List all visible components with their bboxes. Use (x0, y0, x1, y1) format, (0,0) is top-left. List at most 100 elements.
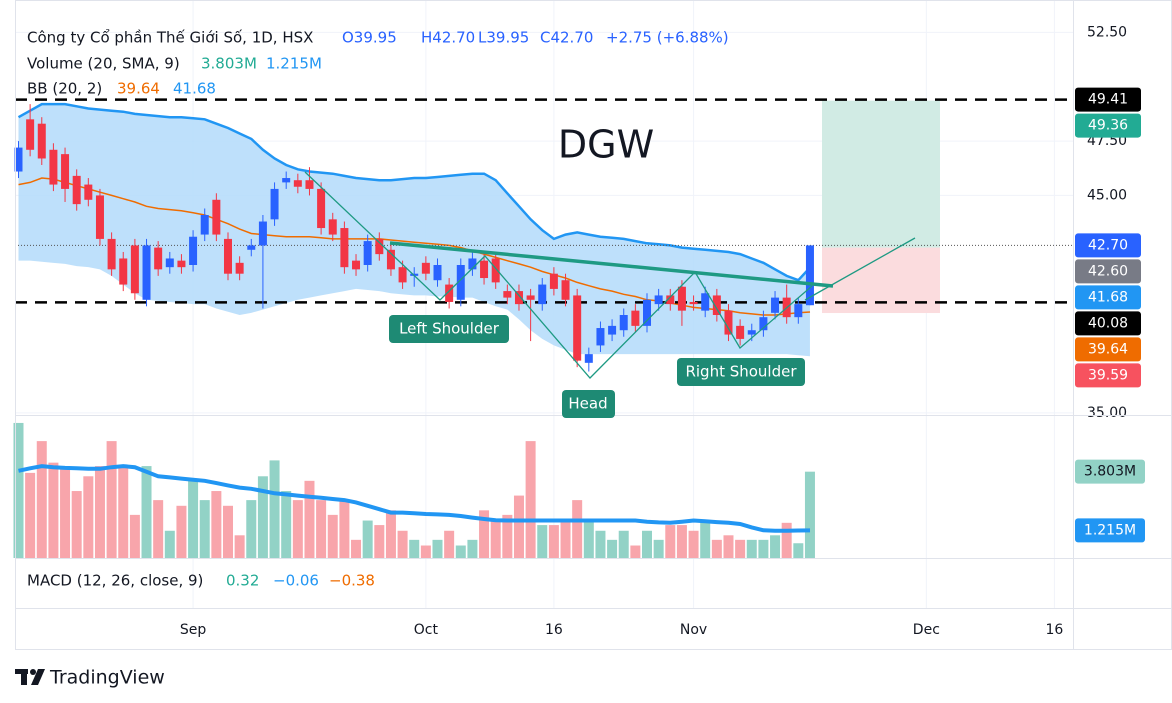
price-badge-label: 39.59 (1088, 367, 1128, 383)
volume-bar (676, 525, 687, 558)
volume-bar (688, 530, 699, 558)
candle-body (223, 238, 232, 274)
volume-bar (199, 500, 210, 558)
logo (15, 669, 45, 685)
x-tick-label: 16 (545, 622, 563, 638)
volume-bar (36, 441, 47, 558)
volume-bar (234, 535, 245, 558)
candle-body (445, 284, 454, 302)
candle-body (270, 188, 279, 220)
bb-upper (17, 102, 811, 282)
candle-body (84, 184, 93, 200)
volume-badge (1075, 459, 1145, 484)
candle-body (386, 249, 395, 270)
candle-body (72, 175, 81, 205)
candle-body (805, 245, 814, 306)
volume-bar (467, 539, 478, 558)
volume-bar (781, 522, 792, 558)
price-badge (1075, 285, 1141, 310)
volume-bar (642, 530, 653, 558)
candle-body (189, 236, 198, 265)
volume-bar (13, 422, 24, 558)
candle-body (701, 293, 710, 311)
price-badge (1075, 337, 1141, 362)
volume-bar (548, 525, 559, 558)
volume-bar (700, 520, 711, 558)
volume-bar (153, 500, 164, 558)
candle-body (142, 245, 151, 300)
candle-body (130, 245, 139, 294)
label-box (389, 315, 509, 343)
volume-bar (735, 539, 746, 558)
indicator-name: MACD (12, 26, close, 9) (27, 572, 203, 590)
candle-body (689, 301, 698, 305)
price-badge-label: 40.08 (1088, 315, 1128, 331)
volume-bar (525, 441, 536, 558)
volume-bar (420, 545, 431, 558)
y-tick-label: 52.50 (1087, 24, 1127, 40)
candle-body (619, 315, 628, 331)
candle-body (491, 258, 500, 283)
pattern-label: Right Shoulder (685, 363, 797, 381)
volume-bar (572, 500, 583, 558)
volume-bar (409, 539, 420, 558)
candle-body (456, 265, 465, 300)
candle-body (654, 295, 663, 305)
volume-bar (432, 539, 443, 558)
candle-body (26, 119, 35, 150)
candle-body (154, 247, 163, 270)
candle-body (596, 328, 605, 346)
volume-bar (770, 535, 781, 558)
candle-body (119, 258, 128, 285)
candle-body (747, 330, 756, 335)
candle-body (95, 195, 104, 239)
candle-body (759, 317, 768, 331)
pattern-lines (304, 171, 916, 379)
candle-body (514, 291, 523, 305)
candle-body (608, 325, 617, 335)
candle-body (561, 280, 570, 300)
x-tick-label: Dec (913, 622, 940, 638)
candle-body (328, 219, 337, 235)
volume-bar (141, 466, 152, 558)
indicator-value: 41.68 (173, 80, 216, 98)
ticker-label: DGW (558, 123, 654, 167)
ohlc-close: C42.70 (540, 29, 593, 47)
candle-body (503, 291, 512, 298)
volume-pane (13, 422, 815, 558)
x-tick-label: Sep (180, 622, 207, 638)
volume-bar (25, 472, 36, 558)
volume-bar (129, 514, 140, 558)
candle-body (526, 295, 535, 300)
candle-body (724, 310, 733, 335)
indicator-name: BB (20, 2) (27, 80, 102, 98)
candle-body (363, 241, 372, 265)
logo-part (30, 669, 36, 675)
volume-bar (292, 500, 303, 558)
volume-bar (560, 520, 571, 558)
candle-body (317, 188, 326, 229)
candle-body (736, 325, 745, 339)
volume-bar (118, 466, 129, 558)
volume-bar (246, 500, 257, 558)
volume-bar (513, 495, 524, 558)
ohlc-low: L39.95 (478, 29, 529, 47)
candle-body (305, 180, 314, 189)
volume-bar (222, 505, 233, 558)
candle-body (49, 149, 58, 185)
y-tick-label: 35.00 (1087, 405, 1127, 421)
candle-body (258, 221, 267, 246)
symbol: Công ty Cổ phần Thế Giới Số, 1D, HSX (27, 29, 313, 47)
candle-body (61, 154, 70, 189)
volume-bar (316, 500, 327, 558)
candle-body (549, 273, 558, 289)
ohlc-change: +2.75 (+6.88%) (606, 29, 729, 47)
volume-bar (537, 525, 548, 558)
candle-body (200, 215, 209, 235)
volume-bar (397, 530, 408, 558)
candle-body (247, 245, 256, 250)
volume-badge (1075, 518, 1145, 543)
volume-bar (618, 530, 629, 558)
volume-bar (362, 520, 373, 558)
